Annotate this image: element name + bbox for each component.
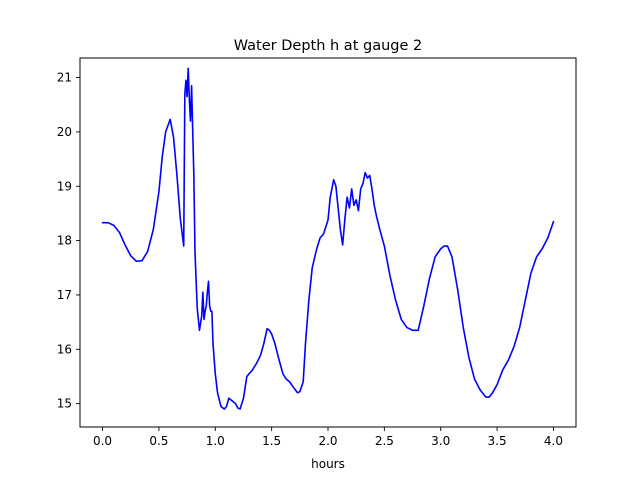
y-tick-label: 16	[57, 342, 72, 356]
x-tick-label: 1.5	[262, 434, 281, 448]
y-tick-label: 15	[57, 397, 72, 411]
x-axis-label: hours	[311, 457, 345, 471]
y-axis: 15 16 17 18 19 20 21	[57, 71, 80, 411]
x-tick-label: 2.0	[318, 434, 337, 448]
x-tick-label: 3.0	[431, 434, 450, 448]
y-tick-label: 18	[57, 234, 72, 248]
x-tick-label: 1.0	[206, 434, 225, 448]
chart-title: Water Depth h at gauge 2	[234, 38, 422, 54]
x-tick-label: 0.5	[149, 434, 168, 448]
x-tick-label: 0.0	[93, 434, 112, 448]
x-tick-label: 3.5	[488, 434, 507, 448]
y-tick-label: 21	[57, 71, 72, 85]
y-tick-label: 19	[57, 179, 72, 193]
y-tick-label: 17	[57, 288, 72, 302]
y-tick-label: 20	[57, 125, 72, 139]
series-line-0	[101, 67, 555, 410]
plot-layer	[101, 67, 555, 410]
x-tick-label: 4.0	[544, 434, 563, 448]
x-tick-label: 2.5	[375, 434, 394, 448]
x-axis: 0.0 0.5 1.0 1.5 2.0 2.5 3.0 3.5 4.0	[93, 427, 563, 448]
